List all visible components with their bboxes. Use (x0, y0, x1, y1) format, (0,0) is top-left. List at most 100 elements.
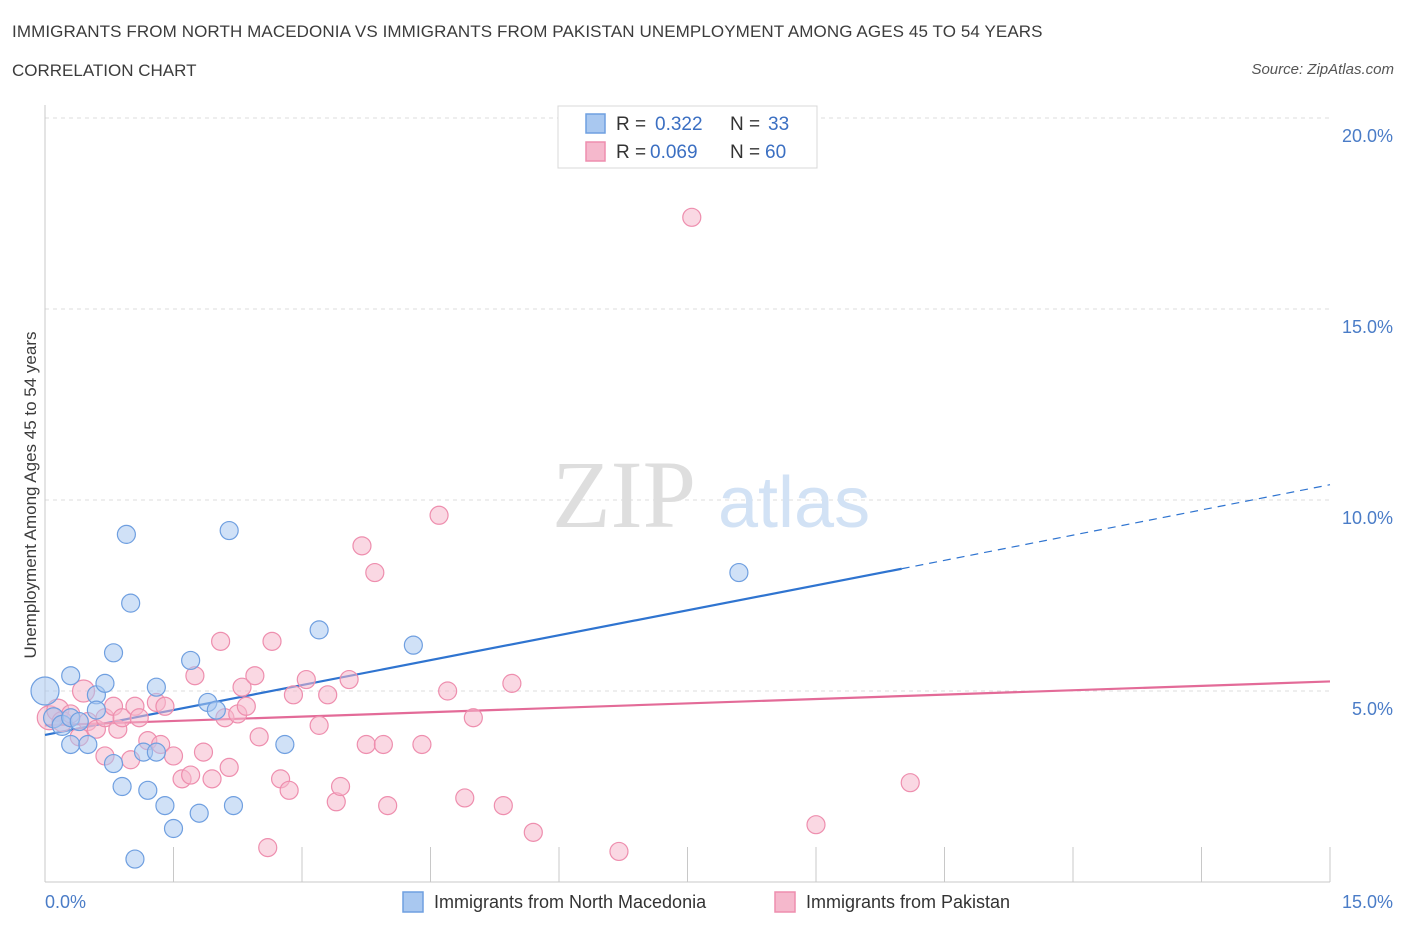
point-north-macedonia-23 (189, 803, 209, 823)
axes (44, 105, 1331, 883)
point-north-macedonia-13 (116, 524, 136, 544)
point-pakistan-25 (202, 769, 222, 789)
point-north-macedonia-12 (112, 776, 132, 797)
point-pakistan-19 (155, 696, 175, 716)
point-pakistan-51 (429, 505, 449, 525)
watermark: ZIP atlas (552, 441, 870, 548)
point-pakistan-20 (163, 746, 184, 766)
point-pakistan-28 (219, 757, 239, 778)
point-pakistan-55 (493, 795, 513, 816)
source-label: Source: ZipAtlas.com (1251, 61, 1394, 78)
point-north-macedonia-5 (61, 734, 81, 755)
y-tick-label-1: 10.0% (1342, 508, 1393, 528)
point-pakistan-26 (211, 631, 231, 651)
x-tick-label-min: 0.0% (45, 892, 86, 912)
point-north-macedonia-22 (181, 650, 201, 671)
legend-n-label-2: N = (730, 142, 760, 163)
y-axis-label: Unemployment Among Ages 45 to 54 years (21, 332, 40, 659)
point-pakistan-57 (523, 822, 543, 842)
watermark-zip: ZIP (552, 441, 696, 548)
point-pakistan-50 (412, 734, 432, 755)
point-pakistan-22 (181, 765, 201, 785)
series-legend: Immigrants from North Macedonia Immigran… (402, 891, 1010, 913)
y-tick-label-3: 20.0% (1342, 126, 1393, 146)
legend-n-value-2: 60 (765, 142, 786, 163)
grid-lines (45, 117, 1330, 692)
bottom-legend-label-pakistan: Immigrants from Pakistan (806, 892, 1010, 912)
point-pakistan-34 (258, 838, 278, 858)
bottom-legend-swatch-pakistan (774, 891, 796, 913)
point-pakistan-60 (806, 815, 826, 835)
point-pakistan-40 (309, 715, 329, 735)
point-north-macedonia-6 (78, 734, 98, 755)
point-pakistan-48 (373, 734, 393, 755)
y-tick-label-0: 5.0% (1352, 699, 1393, 719)
point-north-macedonia-15 (125, 849, 145, 869)
point-north-macedonia-19 (146, 742, 166, 762)
chart-subtitle: CORRELATION CHART (12, 61, 197, 80)
point-pakistan-31 (236, 696, 256, 716)
point-pakistan-15 (129, 708, 149, 728)
stats-legend: R = 0.322 N = 33 R = 0.069 N = 60 (557, 105, 818, 169)
legend-r-label-2: R = (616, 142, 646, 163)
point-pakistan-54 (463, 708, 483, 728)
point-pakistan-49 (378, 795, 398, 816)
point-pakistan-53 (455, 788, 475, 808)
legend-r-value-2: 0.069 (650, 142, 698, 163)
legend-r-label-1: R = (616, 114, 646, 135)
point-pakistan-61 (900, 773, 920, 793)
point-north-macedonia-20 (155, 795, 175, 816)
trendline-pakistan (44, 680, 1331, 727)
point-pakistan-45 (352, 536, 372, 556)
legend-swatch-pakistan (585, 141, 606, 162)
point-north-macedonia-11 (103, 753, 124, 774)
point-pakistan-47 (365, 562, 385, 583)
point-pakistan-32 (245, 666, 265, 686)
point-pakistan-44 (339, 669, 359, 690)
x-tick-label-max: 15.0% (1342, 892, 1393, 912)
point-north-macedonia-8 (86, 700, 107, 720)
point-pakistan-37 (279, 780, 299, 800)
legend-swatch-north-macedonia (585, 113, 606, 134)
point-pakistan-24 (193, 742, 214, 762)
point-north-macedonia-21 (163, 818, 184, 839)
point-pakistan-38 (283, 685, 304, 705)
point-north-macedonia-30 (403, 635, 423, 655)
trendline-north-macedonia-extension (901, 484, 1331, 570)
y-tick-label-2: 15.0% (1342, 317, 1393, 337)
point-north-macedonia-28 (275, 734, 295, 755)
legend-n-value-1: 33 (768, 114, 789, 135)
point-north-macedonia-29 (309, 620, 329, 640)
point-pakistan-52 (438, 681, 458, 701)
point-north-macedonia-31 (729, 562, 749, 583)
watermark-atlas: atlas (718, 463, 870, 543)
trend-lines (44, 484, 1331, 737)
point-pakistan-43 (330, 776, 351, 797)
bottom-legend-label-north-macedonia: Immigrants from North Macedonia (434, 892, 707, 912)
point-pakistan-39 (296, 669, 316, 690)
point-north-macedonia-26 (219, 520, 239, 541)
point-north-macedonia-18 (146, 677, 166, 697)
point-north-macedonia-14 (121, 593, 141, 613)
point-pakistan-33 (249, 727, 269, 747)
point-north-macedonia-25 (206, 700, 226, 720)
point-north-macedonia-27 (223, 795, 244, 816)
point-pakistan-59 (682, 207, 702, 227)
point-north-macedonia-32 (69, 711, 89, 732)
point-north-macedonia-0 (30, 676, 60, 706)
point-pakistan-35 (262, 631, 282, 651)
point-pakistan-46 (356, 734, 376, 755)
point-north-macedonia-17 (138, 780, 158, 800)
trendline-north-macedonia (44, 567, 902, 737)
point-north-macedonia-10 (103, 643, 124, 663)
point-pakistan-30 (232, 677, 252, 697)
legend-n-label-1: N = (730, 114, 760, 135)
bottom-legend-swatch-north-macedonia (402, 891, 424, 913)
point-pakistan-41 (318, 685, 338, 705)
data-points (30, 207, 920, 869)
chart-title: IMMIGRANTS FROM NORTH MACEDONIA VS IMMIG… (12, 22, 1043, 41)
point-north-macedonia-4 (61, 666, 81, 686)
legend-r-value-1: 0.322 (655, 114, 703, 135)
point-north-macedonia-9 (95, 673, 115, 693)
tick-labels: 5.0% 10.0% 15.0% 20.0% 0.0% 15.0% (45, 126, 1393, 912)
